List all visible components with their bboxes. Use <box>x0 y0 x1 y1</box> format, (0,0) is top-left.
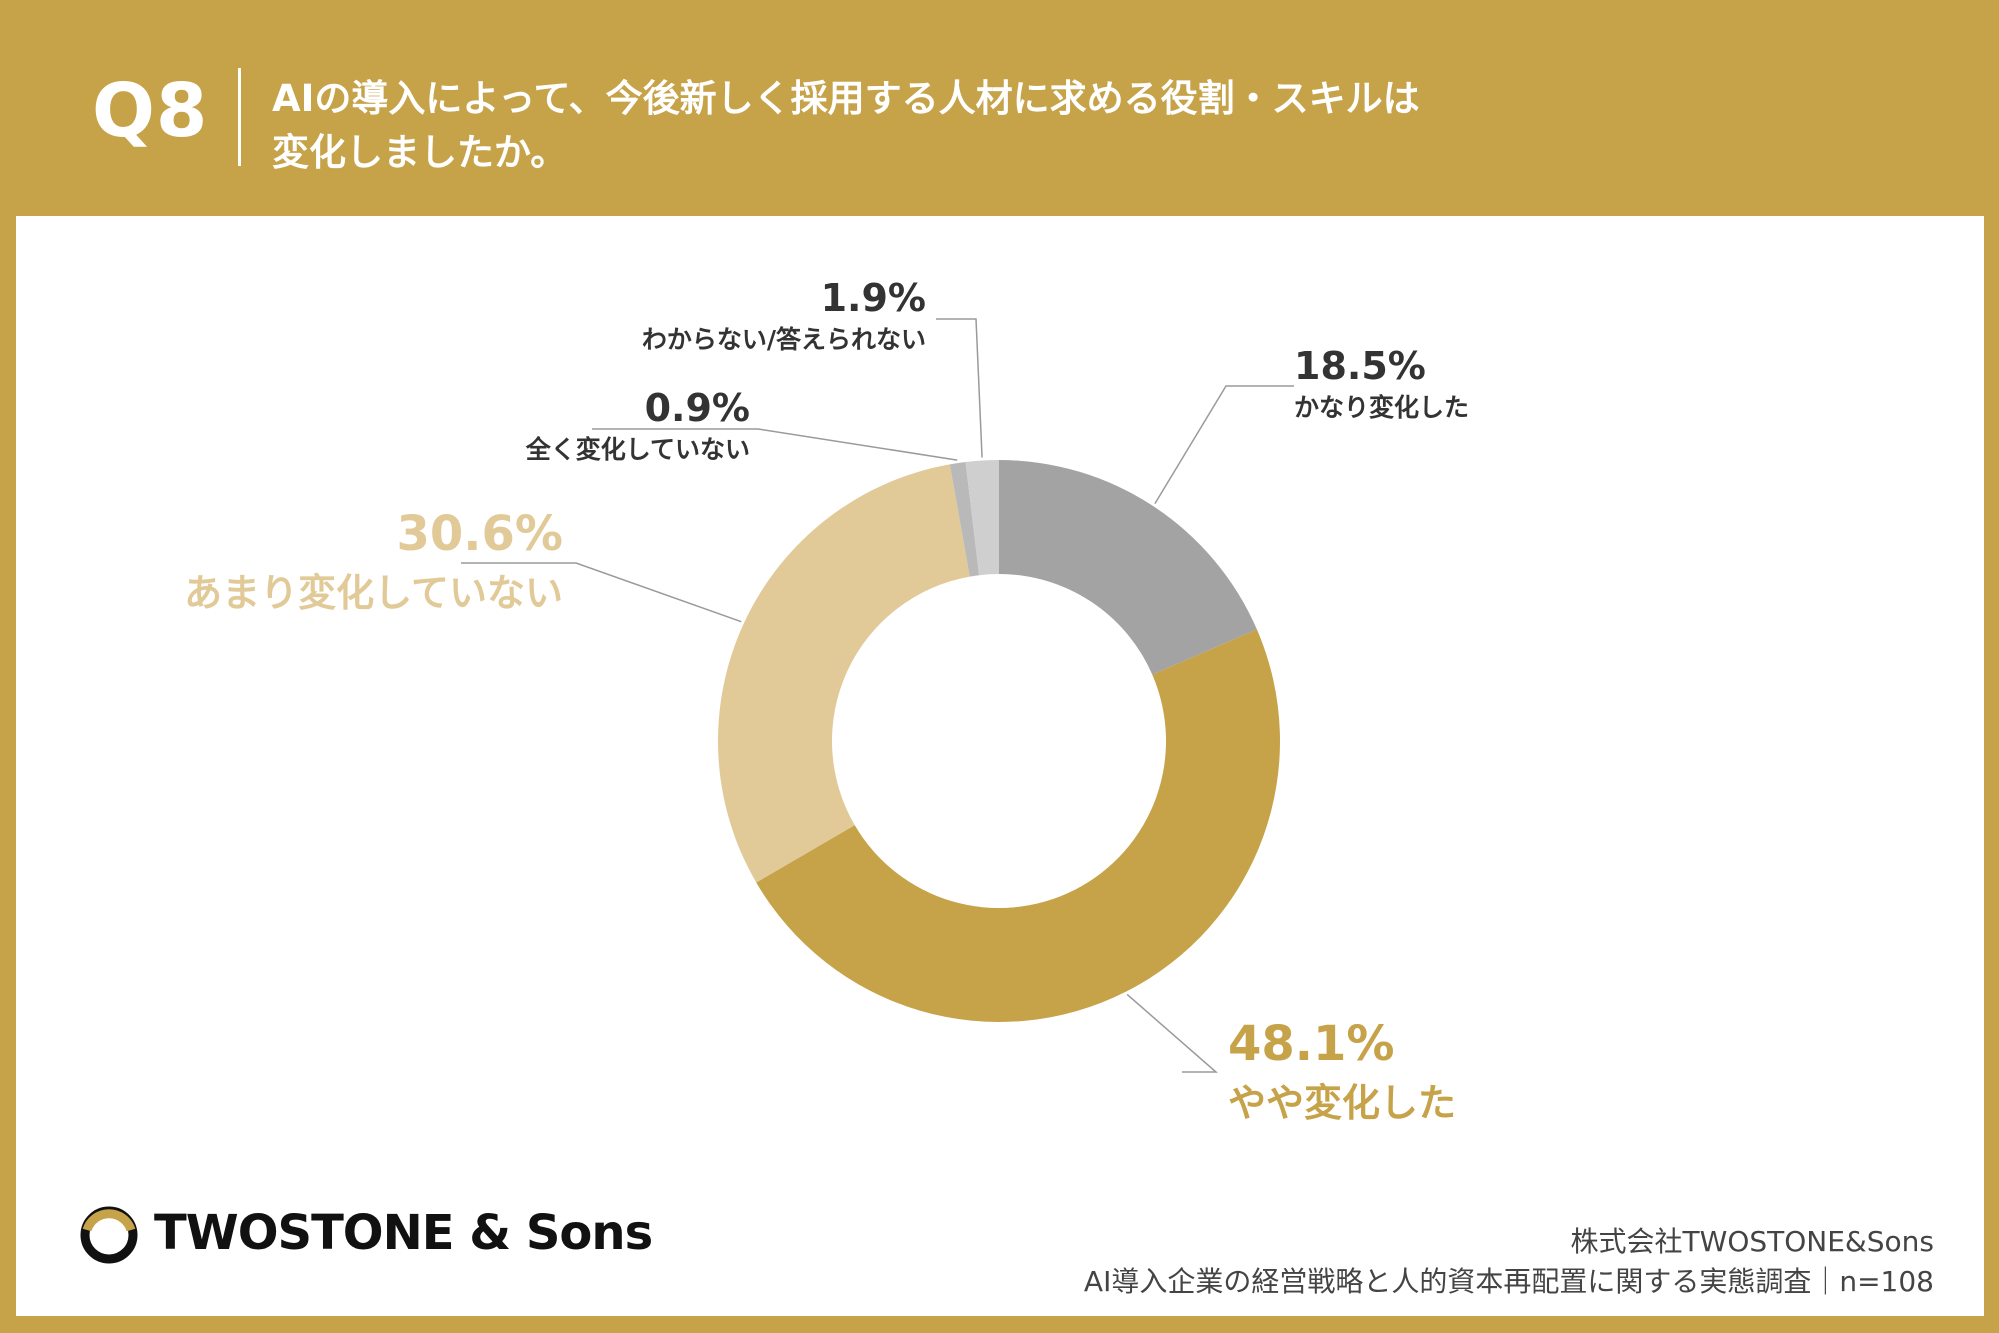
donut-slice-4 <box>965 460 999 576</box>
donut-slice-0 <box>999 460 1257 675</box>
slice-2-value-label: 30.6% <box>396 506 563 562</box>
source-survey: AI導入企業の経営戦略と人的資本再配置に関する実態調査｜n=108 <box>1083 1265 1934 1298</box>
donut-slice-1 <box>756 629 1280 1022</box>
donut-slice-3 <box>949 462 980 577</box>
question-title-line2: 変化しましたか。 <box>272 131 568 174</box>
donut-slice-2 <box>717 464 970 883</box>
question-title-line1: AIの導入によって、今後新しく採用する人材に求める役割・スキルは <box>272 77 1420 120</box>
leader-line-1 <box>1126 993 1219 1073</box>
donut-chart <box>461 318 1294 1073</box>
label-slice-0: 18.5% かなり変化した <box>1294 344 1469 424</box>
slice-4-value-label: 1.9% <box>820 276 926 320</box>
slice-1-value-label: 48.1% <box>1228 1016 1395 1072</box>
brand-logo: TWOSTONE & Sons <box>78 1198 653 1268</box>
source-note: 株式会社TWOSTONE&Sons AI導入企業の経営戦略と人的資本再配置に関す… <box>1084 1222 1934 1302</box>
leader-line-2 <box>461 562 742 623</box>
slice-2-category-label: あまり変化していない <box>184 571 563 615</box>
slice-3-value-label: 0.9% <box>644 386 750 430</box>
label-slice-2: 30.6% あまり変化していない <box>184 506 563 617</box>
header-divider <box>238 68 241 166</box>
header: Q8 AIの導入によって、今後新しく採用する人材に求める役割・スキルは 変化しま… <box>0 0 1999 216</box>
ring-logo-icon <box>80 1206 138 1264</box>
slice-4-category-label: わからない/答えられない <box>641 325 926 354</box>
question-number: Q8 <box>92 68 209 154</box>
slice-0-category-label: かなり変化した <box>1294 393 1470 422</box>
leader-line-0 <box>1154 385 1294 505</box>
label-slice-3: 0.9% 全く変化していない <box>526 386 750 466</box>
leader-line-3 <box>592 428 958 461</box>
source-company: 株式会社TWOSTONE&Sons <box>1570 1225 1934 1258</box>
slice-1-category-label: やや変化した <box>1228 1081 1457 1125</box>
leader-line-4 <box>936 318 983 458</box>
question-title: AIの導入によって、今後新しく採用する人材に求める役割・スキルは 変化しましたか… <box>272 72 1772 180</box>
label-slice-4: 1.9% わからない/答えられない <box>642 276 926 356</box>
logo-text: TWOSTONE & Sons <box>154 1205 653 1261</box>
slice-3-category-label: 全く変化していない <box>525 435 750 464</box>
chart-panel: 18.5% かなり変化した 48.1% やや変化した 30.6% あまり変化して… <box>16 216 1984 1316</box>
slice-0-value-label: 18.5% <box>1294 344 1426 388</box>
label-slice-1: 48.1% やや変化した <box>1228 1016 1456 1127</box>
